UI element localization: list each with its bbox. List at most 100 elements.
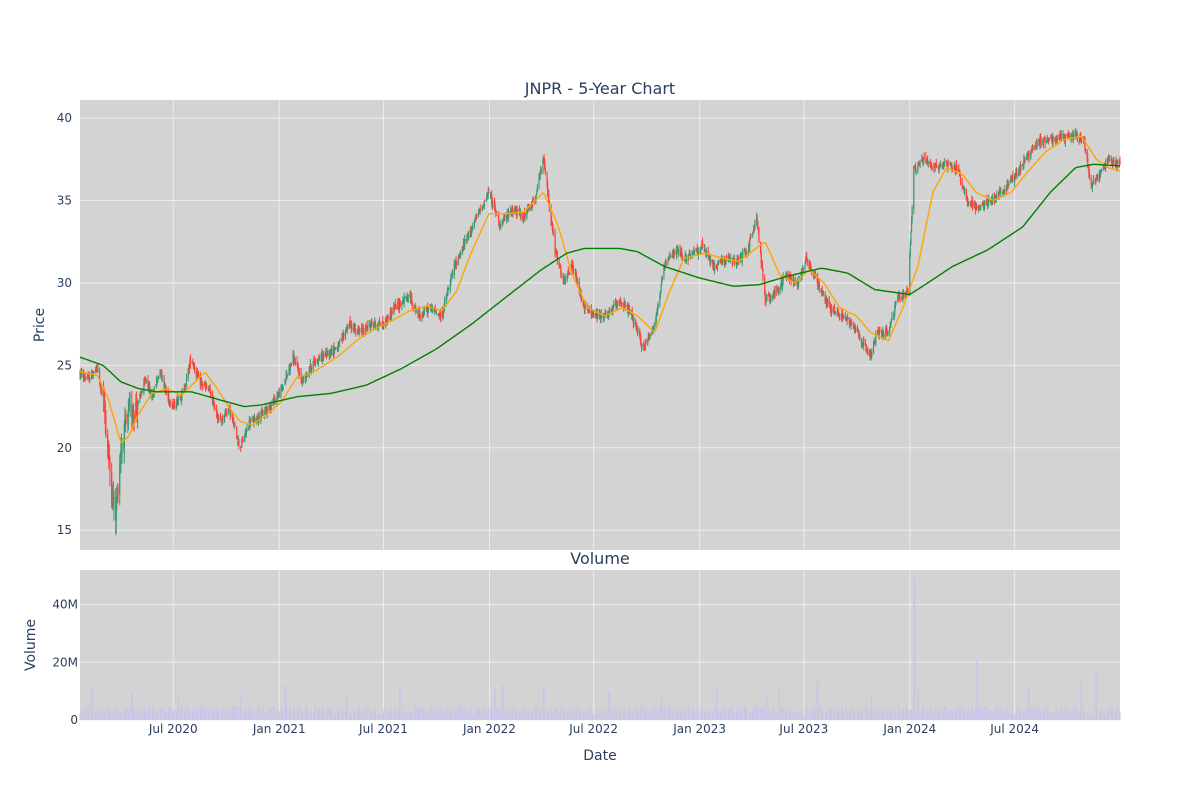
volume-bar: [1034, 705, 1036, 720]
volume-bar: [925, 710, 928, 720]
candle-body: [1023, 159, 1025, 168]
candle-body: [679, 249, 681, 255]
candle-body: [405, 296, 408, 298]
candle-body: [1003, 192, 1005, 194]
candle-body: [1119, 160, 1121, 165]
volume-bar: [280, 707, 282, 720]
candle-body: [647, 335, 649, 339]
volume-bar: [221, 710, 223, 720]
candle-body: [502, 218, 504, 222]
volume-bar: [568, 711, 571, 720]
candle-body: [127, 413, 129, 423]
volume-bar: [137, 707, 139, 720]
candle-body: [967, 202, 970, 204]
candle-body: [735, 262, 738, 265]
volume-bar: [261, 715, 263, 720]
candle-body: [473, 220, 476, 225]
volume-bar: [973, 710, 975, 720]
candle-body: [285, 374, 287, 380]
candle-body: [738, 256, 740, 261]
candle-body: [294, 358, 296, 364]
candle-body: [969, 201, 971, 203]
volume-bar: [534, 708, 537, 720]
volume-bar: [1087, 716, 1089, 720]
candle-body: [933, 163, 936, 167]
volume-bar: [185, 707, 188, 720]
volume-bar: [923, 709, 925, 720]
volume-bar: [560, 706, 562, 720]
volume-bar: [1099, 711, 1101, 720]
volume-bar: [624, 709, 626, 720]
volume-bar: [519, 711, 521, 720]
candle-body: [894, 305, 896, 312]
volume-bar: [290, 714, 292, 720]
candle-body: [361, 326, 363, 332]
volume-bar: [224, 710, 226, 720]
volume-bar: [609, 692, 611, 720]
candle-body: [1040, 140, 1042, 144]
volume-bar: [848, 712, 850, 720]
candle-body: [229, 407, 231, 417]
volume-bar: [680, 709, 682, 720]
volume-bar: [637, 713, 639, 720]
volume-bar: [1032, 707, 1034, 720]
candle-body: [656, 311, 658, 313]
volume-bar: [854, 715, 856, 720]
candle-body: [238, 439, 240, 446]
volume-bar: [289, 713, 291, 720]
volume-bar: [124, 708, 127, 720]
volume-bar: [834, 714, 836, 720]
candle-body: [688, 253, 690, 255]
volume-bar: [792, 708, 795, 720]
volume-bar: [229, 714, 231, 720]
volume-bar: [700, 711, 702, 720]
candle-body: [261, 410, 263, 413]
volume-bar: [559, 710, 561, 720]
candle-body: [286, 374, 288, 376]
volume-bar: [511, 712, 513, 720]
volume-bar: [999, 713, 1001, 720]
volume-bar: [1067, 707, 1069, 720]
volume-bar: [192, 711, 194, 720]
volume-bar: [244, 709, 246, 720]
candle-body: [656, 306, 659, 312]
volume-bar: [1046, 710, 1048, 720]
volume-bar: [1096, 715, 1099, 720]
candle-body: [576, 280, 579, 284]
candle-body: [244, 430, 246, 436]
volume-bar: [599, 705, 601, 720]
candle-body: [171, 403, 173, 407]
volume-bar: [470, 710, 472, 720]
volume-bar: [1111, 709, 1114, 720]
volume-bar: [859, 710, 861, 720]
volume-bar: [506, 708, 508, 720]
volume-bar: [415, 706, 417, 720]
candle-body: [1108, 157, 1110, 159]
volume-bar: [160, 708, 162, 720]
volume-y-tick-label: 20M: [52, 655, 78, 669]
volume-bar: [147, 712, 149, 720]
candle-body: [898, 293, 901, 296]
volume-bar: [758, 712, 760, 720]
candle-body: [192, 362, 195, 367]
volume-bar: [1099, 710, 1101, 720]
candle-body: [713, 264, 716, 271]
volume-bar: [418, 712, 420, 720]
volume-plot-area: [80, 570, 1120, 720]
volume-bar: [278, 710, 280, 720]
candle-body: [1068, 134, 1070, 140]
candle-body: [772, 295, 774, 300]
candle-body: [905, 295, 907, 298]
volume-bar: [805, 706, 807, 720]
volume-bar: [757, 708, 759, 720]
candle-body: [391, 311, 393, 314]
volume-bar: [644, 708, 647, 720]
candle-body: [925, 156, 927, 164]
volume-bar: [478, 714, 480, 720]
candle-body: [665, 260, 667, 262]
volume-bar: [1001, 715, 1004, 720]
candle-body: [552, 233, 554, 235]
volume-bar: [344, 708, 347, 720]
volume-bar: [705, 715, 708, 720]
candle-body: [1068, 133, 1070, 135]
